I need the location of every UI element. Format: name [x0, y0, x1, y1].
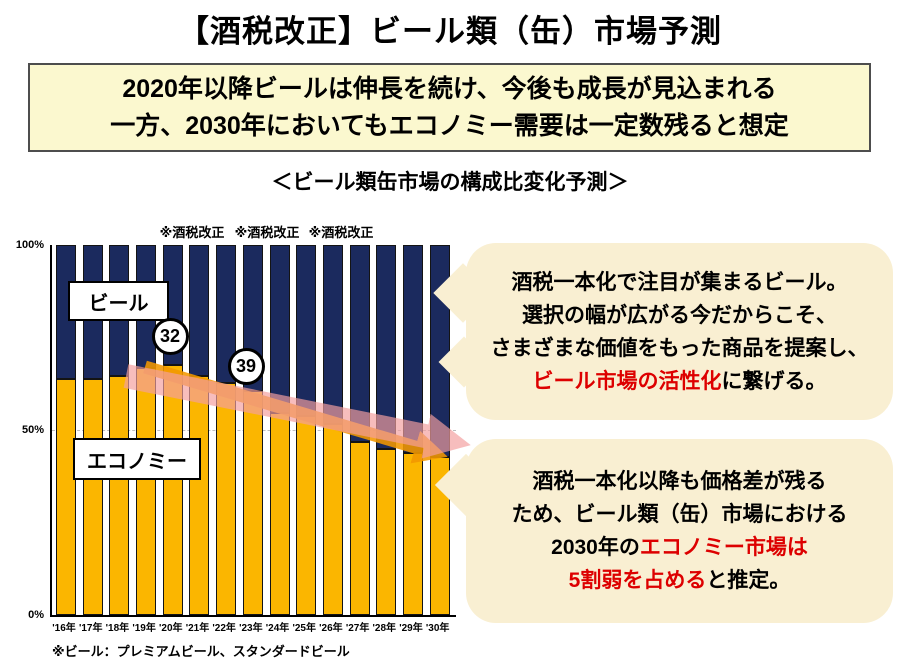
page-title: 【酒税改正】ビール類（缶）市場予測 [178, 14, 722, 49]
tax-reform-label-3: ※酒税改正 [308, 225, 374, 240]
headline-line-2: 一方、2030年においてもエコノミー需要は一定数残ると想定 [110, 111, 789, 140]
bar-segment-beer [377, 246, 396, 449]
bar-'21年 [189, 245, 210, 615]
value-callout-'20年: 32 [151, 317, 189, 355]
bar-'17年 [82, 245, 103, 615]
x-tick-label: '26年 [319, 623, 343, 634]
bar-segment-economy [243, 389, 262, 614]
emphasis-text: ビール市場の活性化 [532, 369, 722, 393]
bar-segment-beer [57, 246, 75, 379]
x-tick-label: '19年 [132, 623, 156, 634]
value-callout-'23年: 39 [227, 347, 265, 385]
x-tick-label: '27年 [345, 623, 370, 634]
emphasis-text: 5割弱を占める [568, 569, 707, 592]
series-label-beer: ビール [68, 281, 169, 321]
body-text: さまざまな価値をもった商品を提案し、 [490, 336, 869, 360]
x-tick-label: '17年 [78, 623, 103, 634]
bar-segment-economy [190, 374, 209, 614]
tax-reform-label-2: ※酒税改正 [234, 225, 300, 240]
x-tick-label: '29年 [399, 623, 423, 634]
bar-segment-economy [163, 363, 182, 614]
bar-segment-beer [350, 246, 369, 442]
x-axis-labels: '16年 '17年 '18年 '19年 '20年 '21年 '22年 '23年 '24年 '25年… [52, 619, 450, 634]
x-tick-label: '25年 [292, 623, 316, 634]
x-tick-label: '28年 [372, 623, 397, 634]
bubble-line: 2030年のエコノミー市場は [466, 531, 893, 564]
bar-segment-beer [403, 246, 422, 453]
x-tick-label: '20年 [159, 623, 183, 634]
bar-segment-beer [270, 246, 289, 412]
body-text: ため、ビール類（缶）市場における [511, 503, 848, 526]
x-tick-label: '22年 [212, 623, 236, 634]
bar-segment-economy [137, 367, 156, 614]
bar-'22年 [216, 245, 237, 615]
bubble-line: 酒税一本化以降も価格差が残る [466, 465, 893, 498]
bubble-line: 酒税一本化で注目が集まるビール。 [466, 266, 893, 299]
x-tick-label: '16年 [52, 623, 76, 634]
bubble-line: 5割弱を占めると推定。 [466, 564, 893, 597]
bar-segment-beer [217, 246, 236, 383]
body-text: 酒税一本化で注目が集まるビール。 [511, 270, 848, 294]
bar-segment-economy [350, 441, 369, 614]
x-tick-label: '23年 [239, 623, 263, 634]
x-tick-label: '24年 [265, 623, 290, 634]
series-label-economy: エコノミー [73, 438, 201, 480]
callout-bubble-beer: 酒税一本化で注目が集まるビール。 選択の幅が広がる今だからこそ、さまざまな価値をも… [466, 243, 893, 420]
bar-'23年 [242, 245, 263, 615]
tax-reform-label-1: ※酒税改正 [159, 225, 225, 240]
x-tick-label: '18年 [105, 623, 130, 634]
callout-bubble-economy: 酒税一本化以降も価格差が残る ため、ビール類（缶）市場における 2030年のエコノミ… [466, 439, 893, 623]
bar-segment-beer [430, 246, 449, 456]
bubble-line: ため、ビール類（缶）市場における [466, 498, 893, 531]
bar-segment-economy [297, 415, 316, 614]
bar-segment-beer [297, 246, 316, 416]
y-tick-50: 50% [21, 424, 44, 436]
bar-segment-beer [323, 246, 342, 423]
body-text: 酒税一本化以降も価格差が残る [532, 470, 827, 493]
bar-'25年 [296, 245, 317, 615]
emphasis-text: エコノミー市場は [639, 536, 808, 559]
y-tick-0: 0% [28, 609, 44, 621]
body-text: に繋げる。 [721, 369, 827, 393]
x-tick-label: '30年 [425, 623, 450, 634]
bar-segment-economy [217, 382, 236, 614]
body-text: 2030年の [551, 536, 640, 559]
bar-segment-economy [377, 448, 396, 614]
bar-segment-economy [57, 378, 75, 614]
y-tick-100: 100% [15, 239, 44, 251]
bar-segment-economy [403, 452, 422, 614]
headline-line-1: 2020年以降ビールは伸長を続け、今後も成長が見込まれる [122, 74, 777, 103]
bar-'28年 [376, 245, 397, 615]
headline-box: 2020年以降ビールは伸長を続け、今後も成長が見込まれる 一方、2030年におい… [28, 63, 871, 152]
bar-segment-beer [190, 246, 209, 375]
bar-segment-economy [323, 422, 342, 614]
chart-title: ＜ビール類缶市場の構成比変化予測＞ [271, 171, 629, 194]
x-tick-label: '21年 [185, 623, 210, 634]
bar-'26年 [322, 245, 343, 615]
bar-'29年 [402, 245, 423, 615]
bubble-line: ビール市場の活性化に繋げる。 [466, 365, 893, 398]
bar-segment-economy [270, 411, 289, 614]
body-text: と推定。 [706, 569, 791, 592]
bubble-line: さまざまな価値をもった商品を提案し、 [466, 332, 893, 365]
bar-'24年 [269, 245, 290, 615]
bar-'27年 [349, 245, 370, 615]
bubble-line: 選択の幅が広がる今だからこそ、 [466, 299, 893, 332]
footnote: ※ビール：プレミアムビール、スタンダードビール [52, 644, 350, 659]
bar-'16年 [56, 245, 76, 615]
bar-segment-economy [83, 378, 102, 614]
body-text: 選択の幅が広がる今だからこそ、 [522, 303, 837, 327]
bar-segment-economy [110, 374, 129, 614]
